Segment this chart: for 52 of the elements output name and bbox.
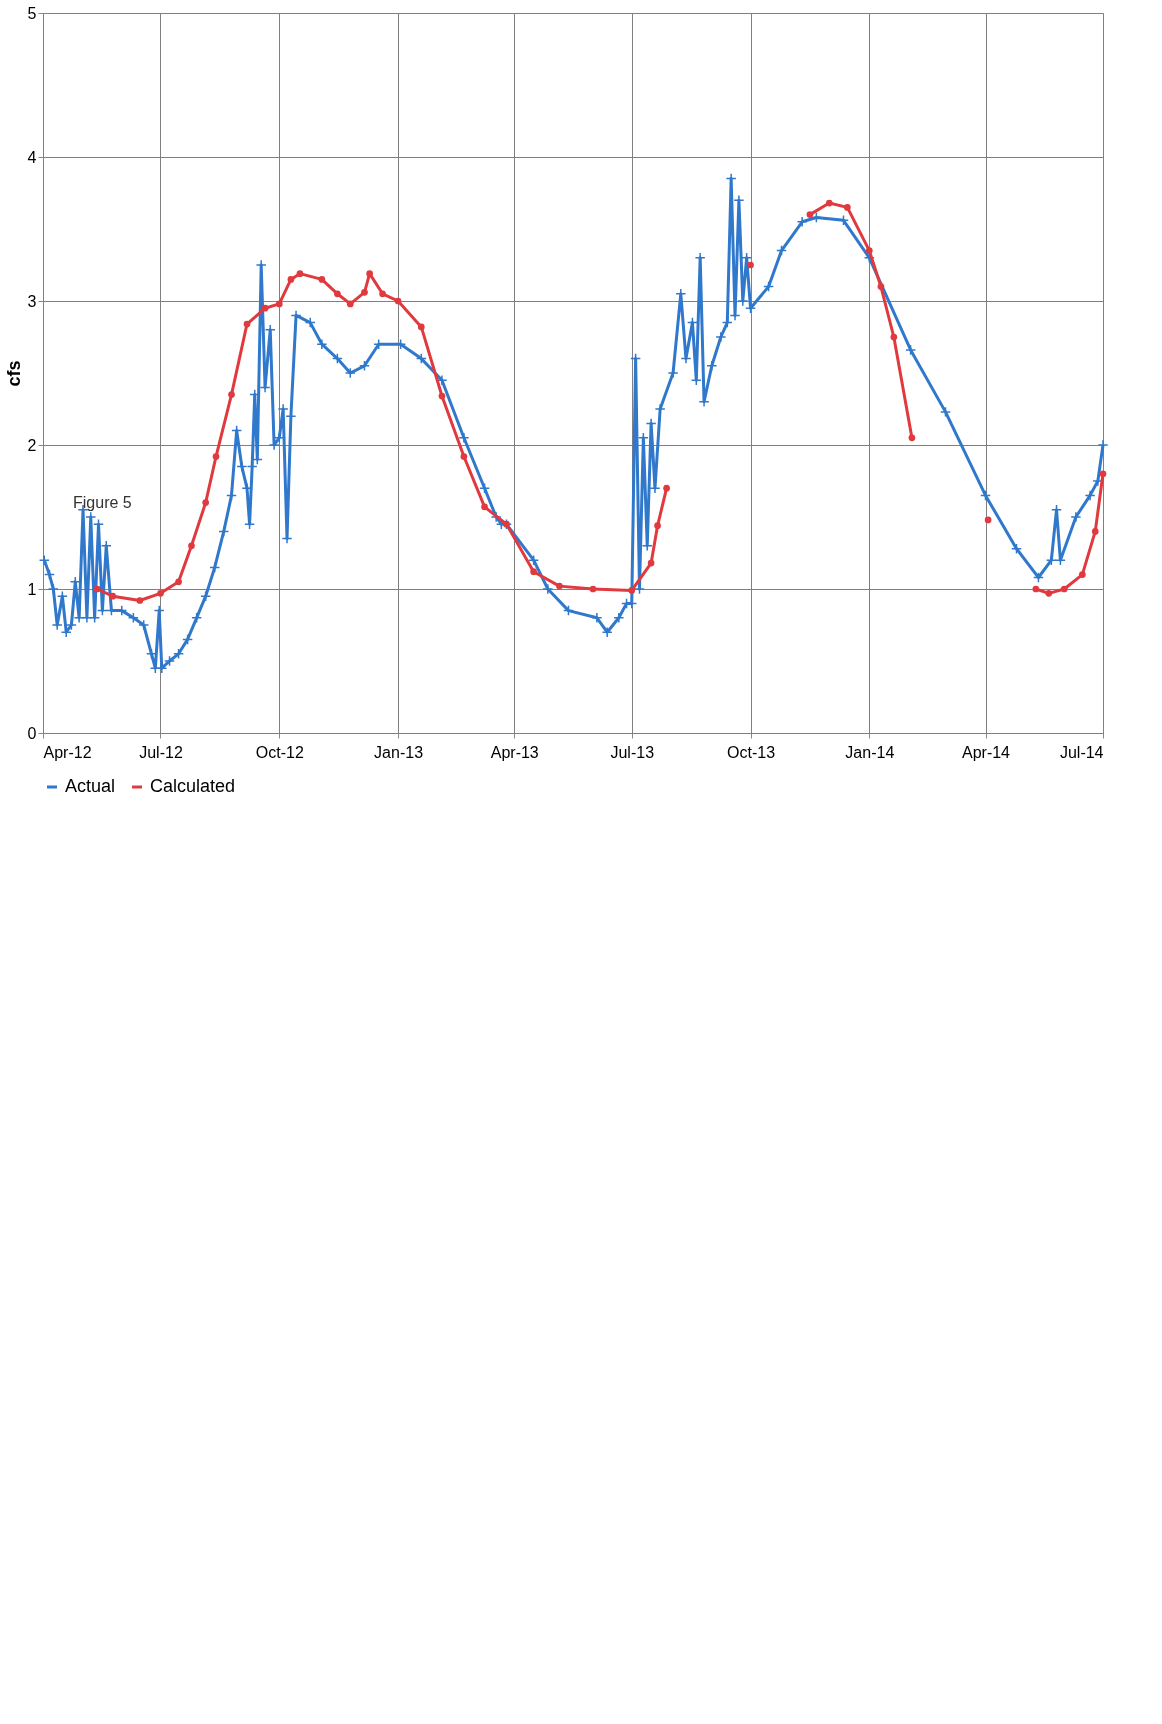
point [417, 323, 425, 331]
point [188, 542, 195, 550]
point [589, 585, 597, 593]
point [460, 453, 468, 460]
point [136, 597, 144, 604]
point [628, 587, 636, 594]
point [228, 391, 235, 398]
point [647, 559, 655, 567]
point [157, 589, 164, 597]
annotation: Figure 5 [73, 494, 132, 511]
x-tick-label: Jan-14 [845, 743, 895, 761]
point [654, 522, 661, 529]
x-tick-label: Oct-12 [255, 743, 304, 761]
y-axis-title: cfs [3, 360, 24, 387]
y-tick-label: 5 [27, 4, 37, 22]
point [663, 484, 670, 492]
y-tick-label: 1 [27, 580, 37, 598]
x-tick-label: Apr-14 [961, 743, 1011, 761]
x-tick-label: Apr-13 [490, 743, 539, 761]
point [93, 585, 101, 593]
x-tick-label: Apr-12 [43, 743, 92, 761]
y-tick-label: 3 [27, 292, 37, 310]
x-tick-label: Jan-13 [374, 743, 424, 761]
y-tick-label: 2 [27, 436, 37, 454]
point [243, 320, 251, 328]
point [346, 300, 354, 308]
point [438, 392, 446, 400]
point [334, 290, 341, 298]
x-tick-label: Jul-12 [139, 743, 183, 761]
point [275, 300, 283, 308]
y-tick-label: 0 [27, 724, 37, 742]
x-tick-label: Jul-13 [610, 743, 655, 761]
point [530, 568, 537, 576]
point [296, 270, 304, 277]
point [361, 289, 368, 296]
point [366, 270, 373, 277]
point [287, 276, 295, 283]
point [481, 503, 488, 511]
legend-label: Calculated [150, 776, 236, 796]
legend-label: Actual [65, 776, 116, 796]
point [379, 290, 386, 298]
x-tick-label: Jul-14 [1059, 743, 1104, 761]
point [175, 578, 182, 586]
x-tick-label: Oct-13 [727, 743, 776, 761]
y-tick-label: 4 [27, 148, 37, 166]
point [318, 276, 326, 283]
point [261, 304, 269, 312]
point [556, 582, 563, 590]
point [212, 453, 220, 460]
point [109, 592, 117, 600]
point [202, 499, 210, 506]
point [394, 297, 402, 305]
